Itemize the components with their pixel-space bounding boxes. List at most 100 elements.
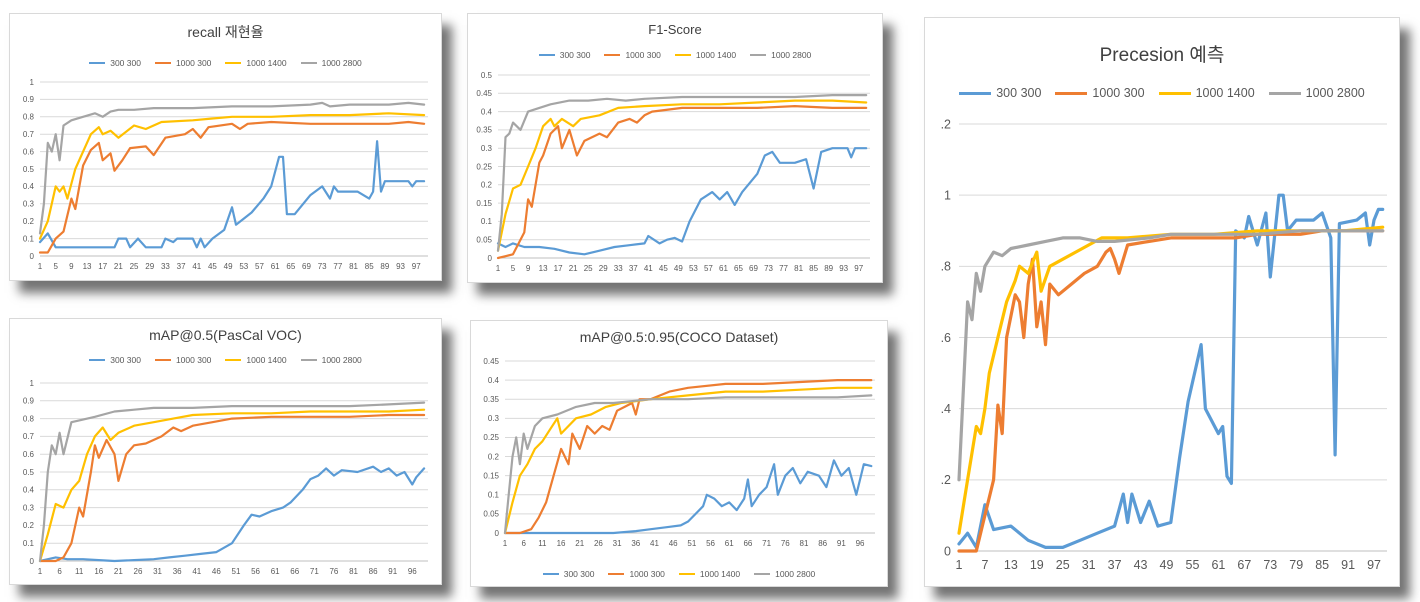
y-tick-label: 0.3 [488,414,500,423]
x-tick-label: 41 [192,567,201,576]
y-tick-label: 0.9 [23,95,35,104]
series-line-1000-1400 [38,408,426,563]
legend-item: 1000 1400 [678,569,740,579]
legend-label: 1000 2800 [771,50,812,60]
y-tick-label: 0.6 [23,450,35,459]
legend-item: 1000 1400 [674,50,737,60]
x-tick-label: 66 [290,567,299,576]
x-tick-label: 36 [631,539,640,548]
x-tick-label: 81 [794,264,803,273]
x-tick-label: 13 [539,264,548,273]
y-tick-label: 0.45 [476,89,492,98]
legend-swatch [754,573,771,575]
y-tick-label: 0.8 [23,113,35,122]
x-tick-label: 26 [594,539,603,548]
chart-title: mAP@0.5:0.95(COCO Dataset) [579,329,779,345]
legend-swatch [959,91,992,95]
x-tick-label: 1 [38,262,43,271]
legend-item: 1000 2800 [750,50,811,60]
x-tick-label: 29 [145,262,154,271]
y-tick-label: .6 [941,331,951,345]
x-tick-label: 73 [318,262,327,271]
chart-title: mAP@0.5(PasCal VOC) [149,327,302,343]
y-tick-label: 0 [30,557,35,566]
y-tick-label: 0.3 [23,503,35,512]
y-tick-label: 0.2 [23,521,35,530]
legend-swatch [1158,91,1191,95]
x-tick-label: 31 [1082,558,1096,572]
x-tick-label: 36 [173,567,182,576]
x-tick-label: 49 [224,262,233,271]
chart-plot: 00.050.10.150.20.250.30.350.40.450.51 5 9 1… [476,71,870,273]
series-line-300-300 [503,459,873,535]
x-tick-label: 33 [614,264,623,273]
legend-item: 300 300 [89,58,141,68]
y-tick-label: 0.9 [23,397,35,406]
x-tick-label: 51 [232,567,241,576]
y-tick-label: 1 [30,379,35,388]
x-tick-label: 21 [114,567,123,576]
legend-item: 1000 300 [154,58,211,68]
x-tick-label: 86 [369,567,378,576]
x-tick-label: 97 [854,264,863,273]
x-tick-label: 97 [412,262,421,271]
legend-item: 1000 2800 [1268,86,1365,100]
x-tick-label: 31 [613,539,622,548]
x-tick-label: 55 [1186,558,1200,572]
x-tick-label: 26 [134,567,143,576]
x-tick-label: 5 [53,262,58,271]
x-tick-label: 1 [38,567,43,576]
legend-item: 1000 300 [1055,86,1145,100]
legend-swatch [678,573,695,575]
y-tick-label: 0.1 [488,491,500,500]
legend-swatch [89,359,106,361]
x-tick-label: 85 [809,264,818,273]
x-tick-label: 7 [981,558,988,572]
chart-plot: 0 .2 .4 .6 .8 1 .2 1 7 13 19 25 31 37 43 49 55 61 67 73 79 85… [941,117,1387,572]
chart-plot: 00.10.20.30.40.50.60.70.80.911 6 11 16 21 26 3… [23,379,428,576]
chart-legend: 300 300 1000 300 1000 1400 1000 2800 [468,50,882,60]
x-tick-label: 17 [98,262,107,271]
x-tick-label: 65 [286,262,295,271]
x-tick-label: 11 [75,567,84,576]
y-tick-label: 0.4 [481,107,493,116]
legend-label: 1000 300 [629,569,665,579]
x-tick-label: 11 [538,539,547,548]
x-tick-label: 19 [1030,558,1044,572]
x-tick-label: 81 [349,567,358,576]
y-tick-label: 0.15 [483,471,499,480]
x-tick-label: 9 [526,264,531,273]
x-tick-label: 96 [408,567,417,576]
series-line-1000-1400 [38,112,426,240]
legend-swatch [1268,91,1301,95]
x-tick-label: 37 [629,264,638,273]
x-tick-label: 37 [1108,558,1122,572]
y-tick-label: 0 [944,544,951,558]
x-tick-label: 25 [584,264,593,273]
y-tick-label: 0.7 [23,432,35,441]
x-tick-label: 91 [837,539,846,548]
y-tick-label: 0.5 [481,71,493,80]
x-tick-label: 25 [130,262,139,271]
chart-title: F1-Score [648,22,702,37]
x-tick-label: 45 [208,262,217,271]
chart-legend: 300 300 1000 300 1000 1400 1000 2800 [10,355,441,365]
x-tick-label: 71 [310,567,319,576]
series-line-300-300 [496,147,868,256]
series-line-1000-2800 [38,101,426,235]
y-tick-label: 0.25 [483,433,499,442]
y-tick-label: 0.45 [483,357,499,366]
x-tick-label: 85 [1315,558,1329,572]
x-tick-label: 67 [1237,558,1251,572]
legend-item: 300 300 [542,569,595,579]
x-tick-label: 76 [329,567,338,576]
legend-item: 300 300 [89,355,141,365]
y-tick-label: 0.4 [488,376,500,385]
y-tick-label: 0.1 [23,539,35,548]
legend-label: 1000 1400 [695,50,737,60]
legend-label: 300 300 [563,569,595,579]
legend-item: 1000 2800 [754,569,815,579]
y-tick-label: 0.4 [23,182,35,191]
x-tick-label: 17 [554,264,563,273]
x-tick-label: 53 [239,262,248,271]
